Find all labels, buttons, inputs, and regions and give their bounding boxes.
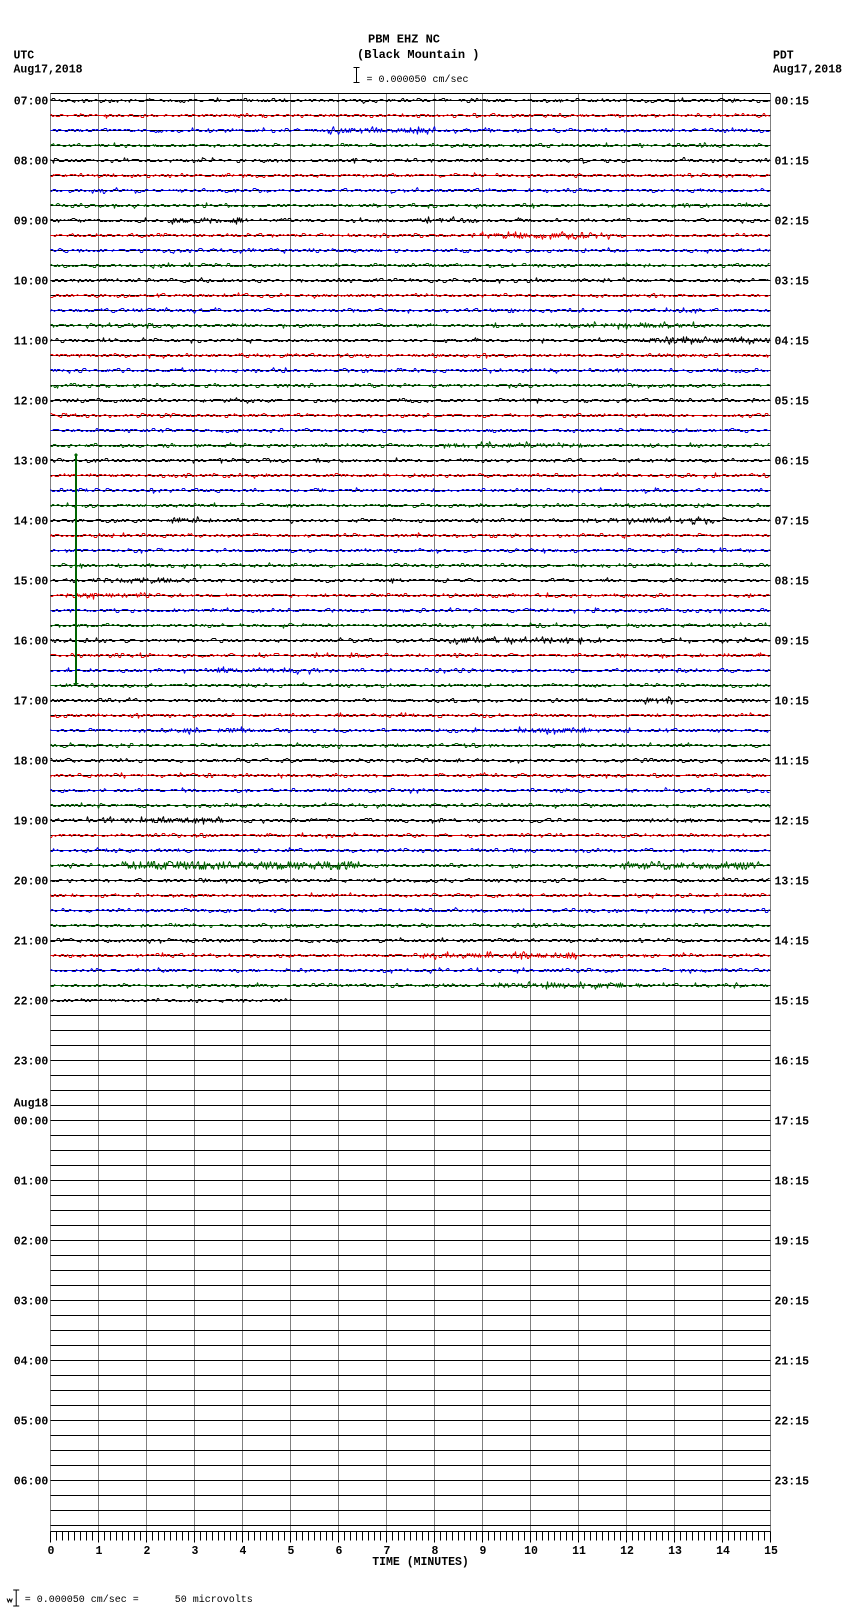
svg-text:4: 4: [240, 1545, 247, 1558]
svg-text:17:15: 17:15: [775, 1116, 810, 1129]
svg-text:14:15: 14:15: [775, 936, 810, 949]
svg-text:Aug17,2018: Aug17,2018: [773, 64, 842, 77]
svg-text:50 microvolts: 50 microvolts: [175, 1594, 253, 1606]
svg-text:10: 10: [524, 1545, 538, 1558]
svg-text:13:15: 13:15: [775, 876, 810, 889]
svg-text:03:15: 03:15: [775, 276, 810, 289]
svg-text:18:00: 18:00: [14, 756, 49, 769]
svg-text:PBM EHZ NC: PBM EHZ NC: [368, 33, 440, 47]
svg-text:02:00: 02:00: [14, 1236, 49, 1249]
svg-text:13:00: 13:00: [14, 456, 49, 469]
svg-text:06:15: 06:15: [775, 456, 810, 469]
svg-text:22:15: 22:15: [775, 1416, 810, 1429]
svg-text:= 0.000050 cm/sec: = 0.000050 cm/sec: [367, 74, 469, 86]
svg-text:01:00: 01:00: [14, 1176, 49, 1189]
svg-text:21:15: 21:15: [775, 1356, 810, 1369]
svg-text:04:15: 04:15: [775, 336, 810, 349]
svg-text:07:15: 07:15: [775, 516, 810, 529]
svg-text:UTC: UTC: [14, 49, 35, 62]
svg-text:Aug17,2018: Aug17,2018: [14, 64, 83, 77]
svg-text:11:00: 11:00: [14, 336, 49, 349]
svg-text:7: 7: [384, 1545, 391, 1558]
svg-text:5: 5: [288, 1545, 295, 1558]
svg-text:15:00: 15:00: [14, 576, 49, 589]
svg-text:21:00: 21:00: [14, 936, 49, 949]
svg-text:22:00: 22:00: [14, 996, 49, 1009]
svg-text:14:00: 14:00: [14, 516, 49, 529]
svg-text:19:15: 19:15: [775, 1236, 810, 1249]
svg-text:TIME (MINUTES): TIME (MINUTES): [372, 1556, 469, 1569]
svg-text:00:15: 00:15: [775, 96, 810, 109]
svg-text:16:00: 16:00: [14, 636, 49, 649]
svg-text:12:15: 12:15: [775, 816, 810, 829]
svg-text:08:00: 08:00: [14, 156, 49, 169]
svg-text:2: 2: [144, 1545, 151, 1558]
svg-text:8: 8: [432, 1545, 439, 1558]
svg-text:09:15: 09:15: [775, 636, 810, 649]
svg-text:23:15: 23:15: [775, 1476, 810, 1489]
svg-text:05:15: 05:15: [775, 396, 810, 409]
svg-text:Aug18: Aug18: [14, 1098, 49, 1111]
svg-text:10:00: 10:00: [14, 276, 49, 289]
svg-text:9: 9: [480, 1545, 487, 1558]
svg-text:03:00: 03:00: [14, 1296, 49, 1309]
svg-text:18:15: 18:15: [775, 1176, 810, 1189]
svg-text:16:15: 16:15: [775, 1056, 810, 1069]
svg-text:0: 0: [48, 1545, 55, 1558]
svg-text:20:15: 20:15: [775, 1296, 810, 1309]
svg-text:04:00: 04:00: [14, 1356, 49, 1369]
svg-text:02:15: 02:15: [775, 216, 810, 229]
svg-text:1: 1: [96, 1545, 103, 1558]
svg-text:13: 13: [668, 1545, 682, 1558]
svg-text:00:00: 00:00: [14, 1116, 49, 1129]
svg-text:12: 12: [620, 1545, 634, 1558]
svg-text:17:00: 17:00: [14, 696, 49, 709]
svg-text:3: 3: [192, 1545, 199, 1558]
svg-text:14: 14: [716, 1545, 730, 1558]
svg-text:11: 11: [572, 1545, 586, 1558]
svg-text:08:15: 08:15: [775, 576, 810, 589]
svg-text:15: 15: [764, 1545, 778, 1558]
svg-text:= 0.000050 cm/sec =: = 0.000050 cm/sec =: [25, 1594, 139, 1606]
svg-text:06:00: 06:00: [14, 1476, 49, 1489]
svg-text:PDT: PDT: [773, 49, 794, 62]
svg-text:05:00: 05:00: [14, 1416, 49, 1429]
svg-text:09:00: 09:00: [14, 216, 49, 229]
svg-text:(Black Mountain ): (Black Mountain ): [357, 48, 479, 62]
svg-text:6: 6: [336, 1545, 343, 1558]
svg-text:19:00: 19:00: [14, 816, 49, 829]
svg-text:20:00: 20:00: [14, 876, 49, 889]
svg-text:11:15: 11:15: [775, 756, 810, 769]
svg-text:15:15: 15:15: [775, 996, 810, 1009]
svg-text:07:00: 07:00: [14, 96, 49, 109]
svg-text:01:15: 01:15: [775, 156, 810, 169]
svg-text:23:00: 23:00: [14, 1056, 49, 1069]
svg-text:12:00: 12:00: [14, 396, 49, 409]
svg-text:10:15: 10:15: [775, 696, 810, 709]
